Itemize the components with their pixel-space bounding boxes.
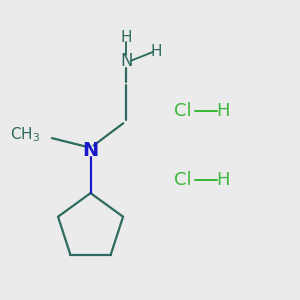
Text: H: H bbox=[216, 171, 230, 189]
Text: CH$_3$: CH$_3$ bbox=[10, 126, 40, 145]
Text: H: H bbox=[216, 102, 230, 120]
Text: Cl: Cl bbox=[174, 102, 192, 120]
Text: N: N bbox=[120, 52, 133, 70]
Text: Cl: Cl bbox=[174, 171, 192, 189]
Text: N: N bbox=[82, 140, 99, 160]
Text: H: H bbox=[150, 44, 162, 59]
Text: H: H bbox=[121, 30, 132, 45]
